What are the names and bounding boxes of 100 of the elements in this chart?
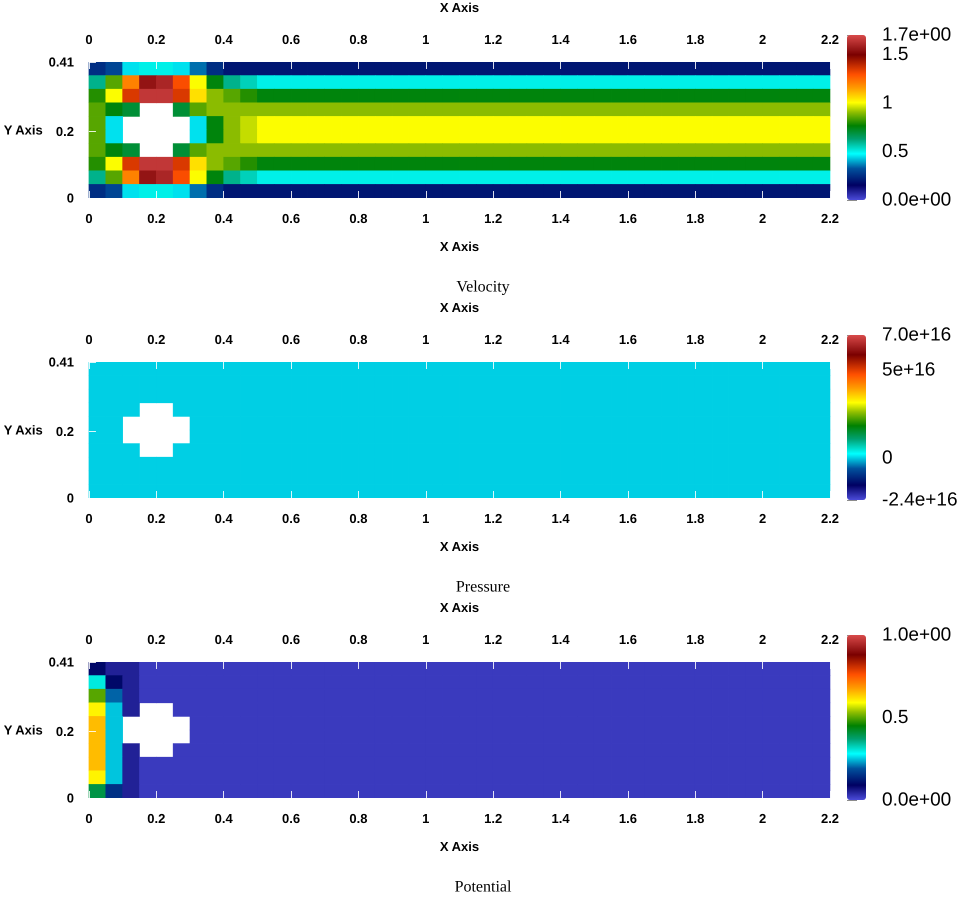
x2-tick-label: 0 (85, 632, 93, 647)
y-tick-label: 0 (66, 190, 74, 206)
color-bar-label: 5e+16 (882, 360, 936, 381)
x-tick-label: 0.4 (214, 811, 234, 826)
x2-axis-title: X Axis (440, 600, 480, 615)
x-tick-label: 1.2 (484, 211, 502, 226)
x2-axis-title: X Axis (440, 300, 480, 315)
y-tick-label: 0 (66, 790, 74, 806)
x-tick-label: 0.6 (282, 511, 300, 526)
x2-tick-label: 0.6 (282, 632, 300, 647)
color-bar-label: 0.5 (882, 707, 908, 728)
x-tick-label: 1 (422, 511, 430, 526)
x2-tick-label: 0.2 (147, 32, 166, 47)
y-tick-label: 0.2 (56, 424, 74, 440)
x-axis-title: X Axis (440, 239, 480, 254)
x2-tick-label: 1.4 (551, 632, 570, 647)
x2-tick-label: 1.6 (618, 332, 637, 347)
x-tick-label: 2 (759, 211, 766, 226)
x2-tick-label: 1.4 (551, 332, 570, 347)
x2-tick-label: 2 (759, 332, 766, 347)
x2-tick-label: 1.8 (686, 332, 704, 347)
y-tick-label: 0.41 (48, 354, 74, 370)
x-axis-title: X Axis (440, 539, 480, 554)
x2-tick-label: 1.6 (618, 32, 637, 47)
x2-tick-label: 1 (422, 32, 430, 47)
x-axis-title: X Axis (440, 839, 480, 854)
y-tick-label: 0.41 (48, 54, 74, 70)
x-tick-label: 1.4 (551, 211, 570, 226)
x-tick-label: 2 (759, 511, 766, 526)
x-tick-label: 1.8 (686, 211, 704, 226)
x2-tick-label: 1.2 (484, 32, 502, 47)
x-tick-label: 1 (422, 211, 430, 226)
text: Velocity (456, 278, 510, 296)
y-tick-label: 0 (66, 490, 74, 506)
x-tick-label: 0.4 (214, 211, 234, 226)
x2-tick-label: 0.4 (214, 332, 234, 347)
x2-tick-label: 2 (759, 632, 766, 647)
x-tick-label: 0 (85, 211, 93, 226)
y-axis-title: Y Axis (4, 122, 43, 138)
x-tick-label: 2.2 (820, 811, 840, 826)
x2-tick-label: 0 (85, 332, 93, 347)
x2-tick-label: 2.2 (820, 332, 840, 347)
x-tick-label: 0.2 (147, 211, 166, 226)
x2-tick-label: 0.8 (349, 332, 368, 347)
x2-tick-label: 1 (422, 332, 430, 347)
x2-tick-label: 0.4 (214, 32, 234, 47)
x-tick-label: 1.4 (551, 511, 570, 526)
x-tick-label: 0.2 (147, 811, 166, 826)
x-tick-label: 2.2 (820, 211, 840, 226)
x2-tick-label: 0.4 (214, 632, 234, 647)
x2-axis-title: X Axis (440, 0, 480, 15)
color-bar-label: 7.0e+16 (882, 324, 952, 346)
color-bar-label: 0.0e+00 (882, 190, 952, 210)
x-tick-label: 1.4 (551, 811, 570, 826)
x2-tick-label: 1.8 (686, 32, 704, 47)
x-tick-label: 1.2 (484, 811, 502, 826)
y-tick-label: 0.2 (56, 124, 74, 140)
x-tick-label: 1.8 (686, 811, 704, 826)
color-bar-label: -2.4e+16 (882, 490, 958, 510)
x-tick-label: 1.2 (484, 511, 502, 526)
x-tick-label: 0.6 (282, 211, 300, 226)
x-tick-label: 1.6 (618, 511, 637, 526)
color-bar-label: 1.7e+00 (882, 24, 952, 46)
x-tick-label: 1 (422, 811, 430, 826)
x2-tick-label: 0.8 (349, 632, 368, 647)
text: Potential (454, 878, 512, 896)
x-tick-label: 0.4 (214, 511, 234, 526)
x2-tick-label: 2.2 (820, 632, 840, 647)
y-tick-label: 0.41 (48, 654, 74, 670)
y-axis-title: Y Axis (4, 422, 43, 438)
x-tick-label: 1.6 (618, 211, 637, 226)
x-tick-label: 0 (85, 811, 93, 826)
color-bar-label: 1.5 (882, 44, 908, 65)
color-bar-label: 0.5 (882, 140, 908, 162)
x2-tick-label: 1.2 (484, 632, 502, 647)
x-tick-label: 2 (759, 811, 766, 826)
y-tick-label: 0.2 (56, 724, 74, 740)
x-tick-label: 0.2 (147, 511, 166, 526)
color-bar-label: 1.0e+00 (882, 624, 952, 646)
x2-tick-label: 2.2 (820, 32, 840, 47)
x-tick-label: 1.6 (618, 811, 637, 826)
x2-tick-label: 0 (85, 32, 93, 47)
x-tick-label: 0.8 (349, 211, 368, 226)
color-bar-label: 1 (882, 92, 893, 114)
color-bar-label: 0.0e+00 (882, 790, 952, 810)
x2-tick-label: 0.8 (349, 32, 368, 47)
x-tick-label: 0 (85, 511, 93, 526)
x2-tick-label: 1 (422, 632, 430, 647)
x2-tick-label: 2 (759, 32, 766, 47)
x2-tick-label: 0.6 (282, 332, 300, 347)
x-tick-label: 2.2 (820, 511, 840, 526)
x2-tick-label: 0.6 (282, 32, 300, 47)
x-tick-label: 1.8 (686, 511, 704, 526)
x-tick-label: 0.8 (349, 511, 368, 526)
color-bar-label: 0 (882, 447, 893, 468)
x2-tick-label: 0.2 (147, 332, 166, 347)
text: Pressure (456, 578, 510, 596)
x-tick-label: 0.6 (282, 811, 300, 826)
x2-tick-label: 1.4 (551, 32, 570, 47)
x-tick-label: 0.8 (349, 811, 368, 826)
